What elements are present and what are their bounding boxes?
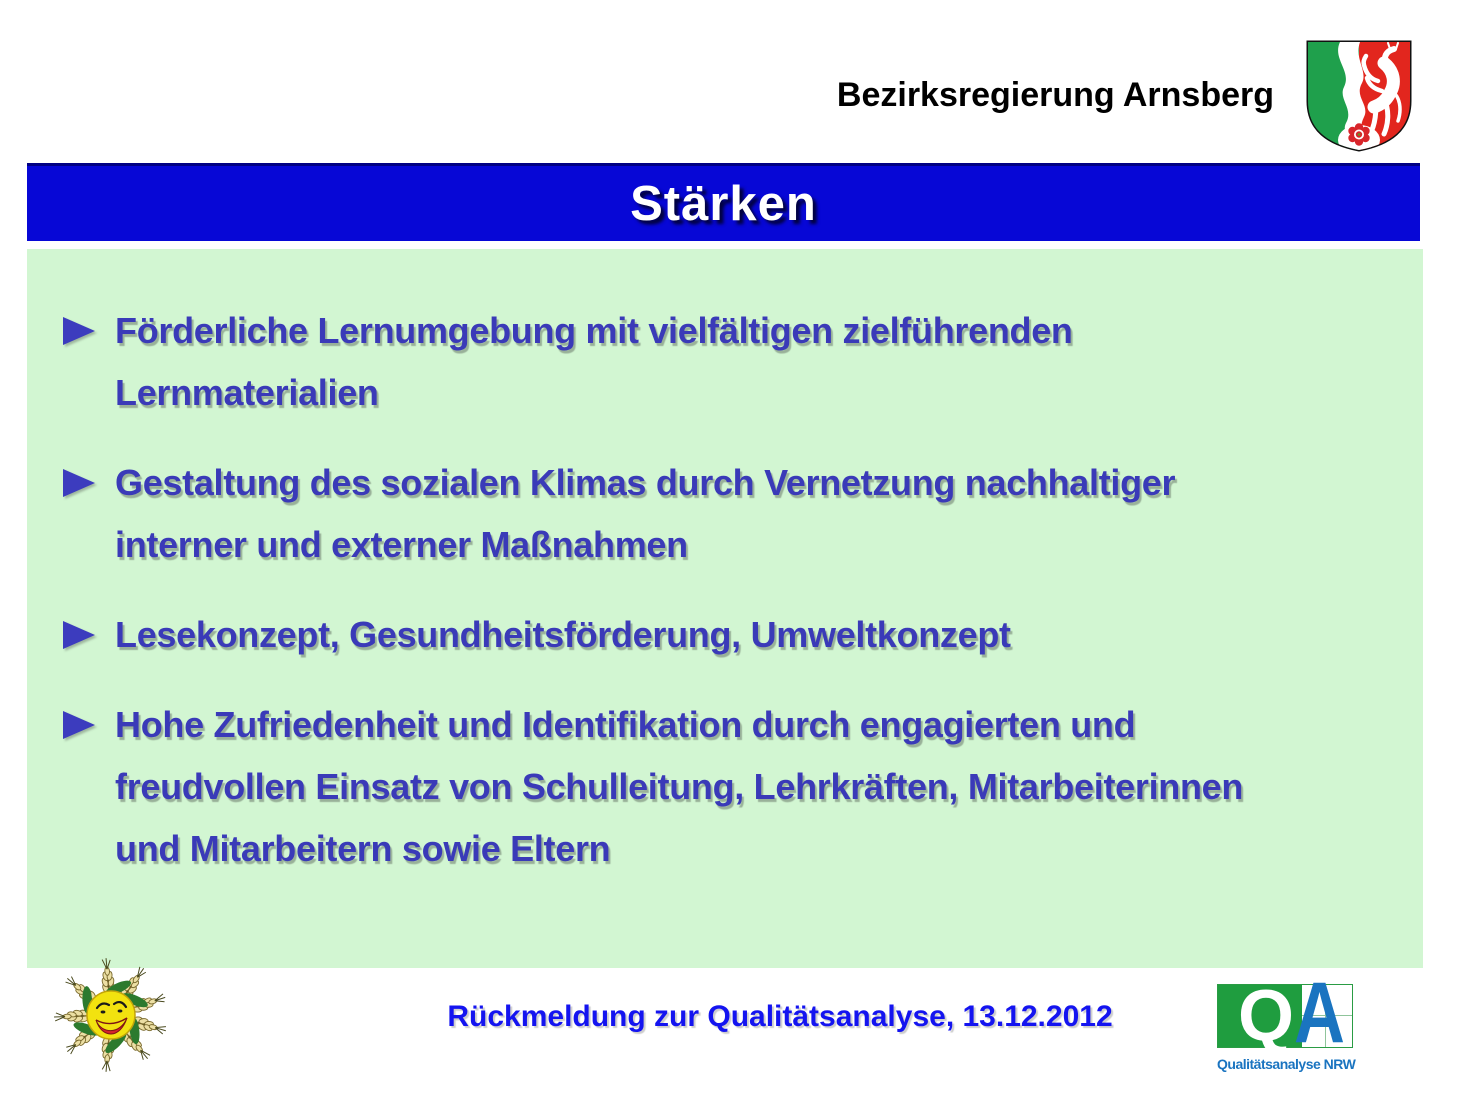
- qa-logo-q: Q: [1237, 976, 1294, 1056]
- qa-logo-label: Qualitätsanalyse NRW: [1217, 1056, 1356, 1072]
- slide-title-bar: Stärken: [27, 163, 1420, 241]
- bullet-item: Förderliche Lernumgebung mit vielfältige…: [63, 300, 1417, 424]
- bullet-arrow-icon: [63, 694, 115, 880]
- bullet-text: Lesekonzept, Gesundheitsförderung, Umwel…: [115, 604, 1011, 666]
- bullet-line: und Mitarbeitern sowie Eltern: [115, 828, 611, 869]
- footer-caption: Rückmeldung zur Qualitätsanalyse, 13.12.…: [447, 1000, 1113, 1033]
- bullet-text: Förderliche Lernumgebung mit vielfältige…: [115, 300, 1073, 424]
- smiley-wheat-sun-logo-icon: [53, 958, 169, 1073]
- qa-logo-green-square: [1218, 985, 1302, 1047]
- bullet-line: interner und externer Maßnahmen: [115, 524, 688, 565]
- content-panel: Förderliche Lernumgebung mit vielfältige…: [27, 249, 1423, 968]
- qa-logo-a: A: [1294, 965, 1345, 1061]
- qa-logo-grid-line: [1302, 1015, 1352, 1016]
- bullet-item: Lesekonzept, Gesundheitsförderung, Umwel…: [63, 604, 1417, 666]
- qa-logo-grid-line: [1325, 985, 1326, 1047]
- bullet-text: Hohe Zufriedenheit und Identifikation du…: [115, 694, 1243, 880]
- bullet-arrow-icon: [63, 452, 115, 576]
- nrw-coat-of-arms-icon: [1306, 40, 1412, 152]
- bullet-item: Gestaltung des sozialen Klimas durch Ver…: [63, 452, 1417, 576]
- bullet-item: Hohe Zufriedenheit und Identifikation du…: [63, 694, 1417, 880]
- bullet-line: Hohe Zufriedenheit und Identifikation du…: [115, 704, 1136, 745]
- bullet-line: Gestaltung des sozialen Klimas durch Ver…: [115, 462, 1176, 503]
- bullet-line: Lernmaterialien: [115, 372, 379, 413]
- bullet-arrow-icon: [63, 300, 115, 424]
- bullet-line: Lesekonzept, Gesundheitsförderung, Umwel…: [115, 614, 1011, 655]
- slide-title: Stärken: [630, 176, 817, 231]
- bullet-arrow-icon: [63, 604, 115, 666]
- bullet-text: Gestaltung des sozialen Klimas durch Ver…: [115, 452, 1176, 576]
- qa-logo: Q A Qualitätsanalyse NRW: [1217, 970, 1356, 1072]
- qa-logo-box: Q A: [1217, 970, 1353, 1056]
- bullet-line: freudvollen Einsatz von Schulleitung, Le…: [115, 766, 1244, 807]
- org-name: Bezirksregierung Arnsberg: [836, 76, 1274, 114]
- bullet-line: Förderliche Lernumgebung mit vielfältige…: [115, 310, 1073, 351]
